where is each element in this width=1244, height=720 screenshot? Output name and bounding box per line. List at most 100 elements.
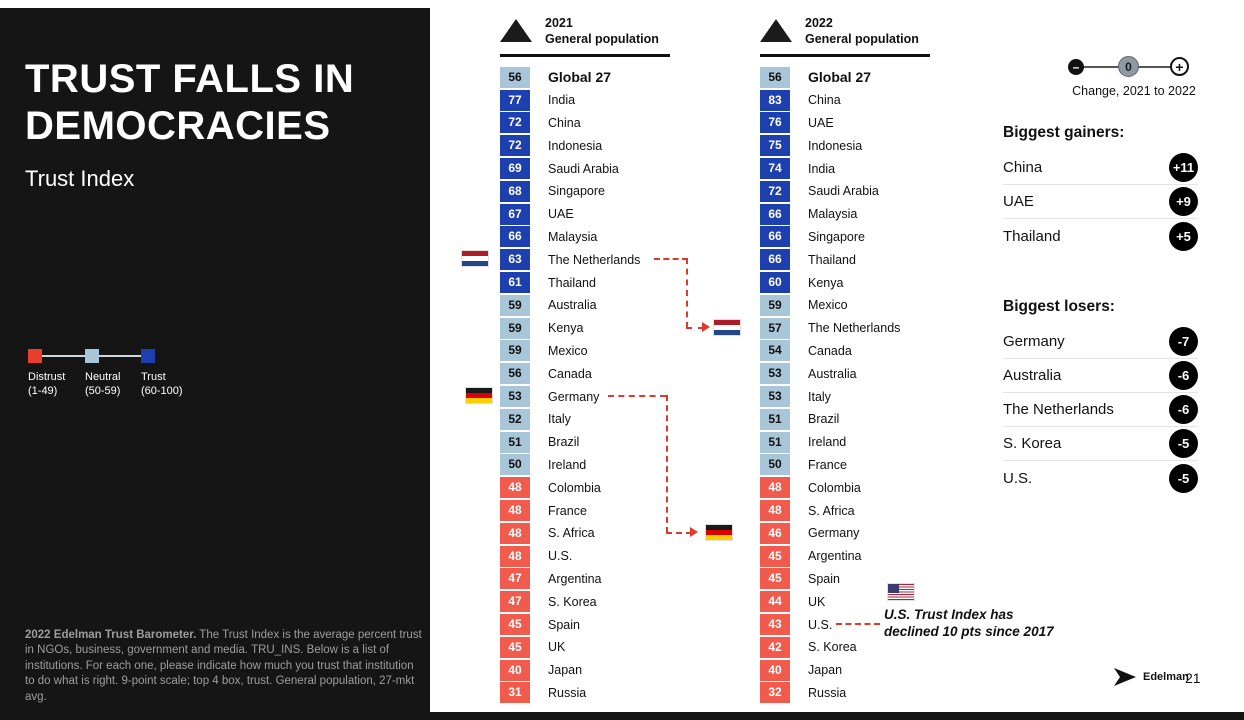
change-row: S. Korea -5 xyxy=(1003,427,1198,461)
page-title: TRUST FALLS IN DEMOCRACIES xyxy=(25,57,355,148)
country-label: Spain xyxy=(808,571,840,586)
triangle-marker-icon xyxy=(500,19,532,42)
country-label: France xyxy=(548,503,587,518)
score-cell: 59 xyxy=(500,317,530,339)
score-cell: 59 xyxy=(500,294,530,316)
losers-title: Biggest losers: xyxy=(1003,298,1115,315)
country-label: S. Korea xyxy=(548,594,597,609)
score-cell: 48 xyxy=(500,500,530,522)
table-row: 44 UK xyxy=(760,590,1010,613)
country-label: Colombia xyxy=(808,480,861,495)
table-row: 47 Argentina xyxy=(500,568,750,591)
table-row: 83 China xyxy=(760,89,1010,112)
table-row: 53 Australia xyxy=(760,362,1010,385)
gainers-title: Biggest gainers: xyxy=(1003,124,1125,141)
netherlands-arrow-segment xyxy=(686,327,704,329)
country-label: S. Africa xyxy=(808,503,855,518)
table-row: 32 Russia xyxy=(760,682,1010,705)
country-label: Australia xyxy=(808,366,857,381)
country-label: Saudi Arabia xyxy=(548,161,619,176)
country-label: Russia xyxy=(548,685,587,700)
score-cell: 48 xyxy=(760,500,790,522)
edelman-logo-icon xyxy=(1114,668,1136,686)
score-cell: 68 xyxy=(500,180,530,202)
column-header-2021: 2021 General population xyxy=(500,16,670,57)
change-badge: -5 xyxy=(1169,429,1198,458)
germany-arrowhead-icon xyxy=(690,527,698,537)
country-label: UK xyxy=(808,594,826,609)
score-cell: 48 xyxy=(500,522,530,544)
table-row: 60 Kenya xyxy=(760,271,1010,294)
score-cell: 31 xyxy=(500,682,530,704)
legend-label: Neutral xyxy=(85,371,121,383)
table-row: 66 Singapore xyxy=(760,226,1010,249)
score-cell: 77 xyxy=(500,89,530,111)
score-cell: 42 xyxy=(760,636,790,658)
country-label: S. Africa xyxy=(548,526,595,541)
country-label: Brazil xyxy=(808,412,840,427)
score-cell: 66 xyxy=(500,226,530,248)
country-label: U.S. xyxy=(548,549,573,564)
table-row: 63 The Netherlands xyxy=(500,248,750,271)
country-label: Malaysia xyxy=(808,207,858,222)
column-header-text: 2022 General population xyxy=(805,16,919,47)
country-label: Global 27 xyxy=(548,69,612,86)
country-label: Germany xyxy=(548,389,600,404)
table-row: 59 Mexico xyxy=(760,294,1010,317)
legend-label: Distrust xyxy=(28,371,66,383)
table-row: 31 Russia xyxy=(500,682,750,705)
table-row: 40 Japan xyxy=(760,659,1010,682)
score-cell: 52 xyxy=(500,408,530,430)
score-cell: 72 xyxy=(760,180,790,202)
minus-icon: – xyxy=(1068,59,1084,75)
country-label: Indonesia xyxy=(548,138,603,153)
country-label: Mexico xyxy=(548,343,588,358)
country-label: Brazil xyxy=(548,435,580,450)
score-cell: 72 xyxy=(500,135,530,157)
page-subtitle: Trust Index xyxy=(25,166,135,191)
change-row: UAE +9 xyxy=(1003,185,1198,219)
score-cell: 44 xyxy=(760,591,790,613)
triangle-marker-icon xyxy=(760,19,792,42)
table-row: 76 UAE xyxy=(760,112,1010,135)
country-label: The Netherlands xyxy=(548,252,641,267)
score-cell: 50 xyxy=(760,454,790,476)
country-label: Indonesia xyxy=(808,138,863,153)
score-cell: 66 xyxy=(760,226,790,248)
table-row: 61 Thailand xyxy=(500,271,750,294)
change-row: Germany -7 xyxy=(1003,325,1198,359)
country-label: Argentina xyxy=(548,571,602,586)
bottom-bar xyxy=(0,712,1244,720)
score-cell: 75 xyxy=(760,135,790,157)
change-badge: +11 xyxy=(1169,153,1198,182)
country-label: Global 27 xyxy=(808,69,872,86)
table-row: 56 Global 27 xyxy=(760,66,1010,89)
germany-arrow-segment xyxy=(666,395,668,533)
country-label: Canada xyxy=(808,343,852,358)
us-note-line1: U.S. Trust Index has xyxy=(884,607,1014,622)
netherlands-arrow-segment xyxy=(654,258,688,260)
country-label: Argentina xyxy=(808,549,862,564)
netherlands-arrow-segment xyxy=(686,258,688,328)
column-subtitle: General population xyxy=(805,31,919,46)
score-cell: 66 xyxy=(760,249,790,271)
edelman-brand: Edelman xyxy=(1112,666,1189,688)
score-cell: 40 xyxy=(500,659,530,681)
legend-range: (60-100) xyxy=(141,385,183,398)
table-row: 59 Mexico xyxy=(500,340,750,363)
change-scale: – 0 + xyxy=(1068,52,1200,84)
country-label: Kenya xyxy=(548,321,584,336)
score-cell: 51 xyxy=(760,431,790,453)
country-label: Australia xyxy=(548,298,597,313)
table-row: 75 Indonesia xyxy=(760,134,1010,157)
brand-name: Edelman xyxy=(1143,671,1189,683)
score-cell: 66 xyxy=(760,203,790,225)
country-label: Ireland xyxy=(548,457,587,472)
score-cell: 56 xyxy=(760,66,790,88)
score-cell: 83 xyxy=(760,89,790,111)
neutral-swatch xyxy=(85,349,99,363)
score-cell: 60 xyxy=(760,272,790,294)
change-row: Thailand +5 xyxy=(1003,219,1198,253)
gainers-list: China +11 UAE +9 Thailand +5 xyxy=(1003,151,1198,253)
